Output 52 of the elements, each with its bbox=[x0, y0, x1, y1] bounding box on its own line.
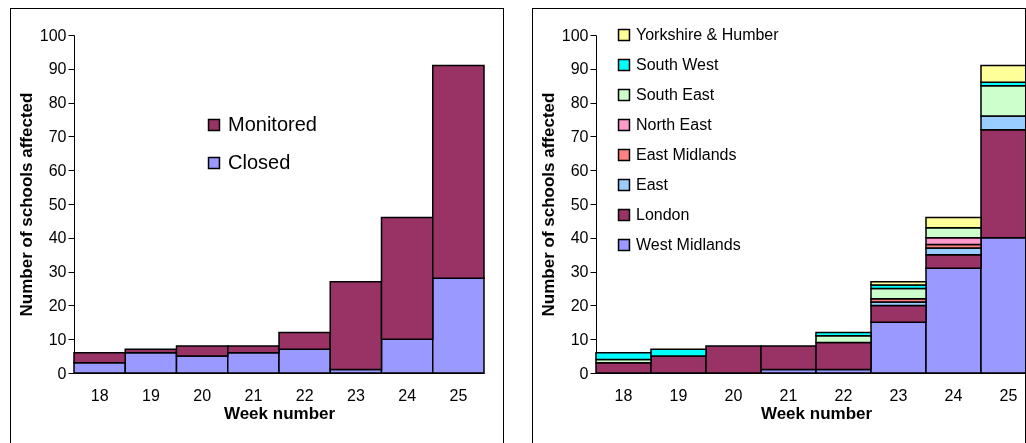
y-tick-label: 70 bbox=[48, 127, 67, 145]
x-tick-label: 19 bbox=[669, 386, 688, 404]
y-tick-label: 40 bbox=[570, 229, 589, 247]
y-tick-label: 60 bbox=[48, 161, 67, 179]
y-axis-title: Number of schools affected bbox=[538, 92, 558, 317]
y-tick-label: 20 bbox=[48, 296, 67, 314]
legend-label: East bbox=[636, 176, 669, 193]
y-tick-label: 50 bbox=[570, 195, 589, 213]
legend-label: East Midlands bbox=[636, 146, 737, 163]
x-tick-label: 19 bbox=[141, 386, 160, 404]
legend-label: South West bbox=[636, 56, 719, 73]
y-tick-label: 100 bbox=[561, 26, 589, 44]
x-axis-title: Week number bbox=[223, 403, 336, 423]
y-tick-label: 90 bbox=[570, 60, 589, 78]
y-tick-label: 100 bbox=[39, 26, 67, 44]
y-tick-label: 10 bbox=[48, 330, 67, 348]
y-tick-label: 30 bbox=[570, 263, 589, 281]
x-tick-label: 21 bbox=[244, 386, 263, 404]
y-tick-label: 50 bbox=[48, 195, 67, 213]
x-tick-label: 20 bbox=[724, 386, 743, 404]
y-tick-label: 80 bbox=[48, 94, 67, 112]
legend-label: Yorkshire & Humber bbox=[636, 26, 780, 43]
x-tick-label: 25 bbox=[449, 386, 468, 404]
legend-label: West Midlands bbox=[636, 236, 741, 253]
y-tick-label: 80 bbox=[570, 94, 589, 112]
x-tick-label: 22 bbox=[834, 386, 853, 404]
legend-label: North East bbox=[636, 116, 713, 133]
x-tick-label: 23 bbox=[346, 386, 365, 404]
y-tick-label: 10 bbox=[570, 330, 589, 348]
legend-label: Monitored bbox=[228, 113, 317, 135]
x-tick-label: 24 bbox=[944, 386, 963, 404]
x-tick-label: 22 bbox=[295, 386, 314, 404]
y-tick-label: 0 bbox=[57, 364, 67, 382]
y-tick-label: 0 bbox=[579, 364, 589, 382]
y-tick-label: 30 bbox=[48, 263, 67, 281]
legend-label: Closed bbox=[228, 151, 291, 173]
x-tick-label: 23 bbox=[889, 386, 908, 404]
y-axis-title: Number of schools affected bbox=[16, 92, 36, 317]
legend-label: South East bbox=[636, 86, 715, 103]
y-tick-label: 40 bbox=[48, 229, 67, 247]
x-tick-label: 21 bbox=[779, 386, 798, 404]
x-tick-label: 24 bbox=[398, 386, 417, 404]
x-axis-title: Week number bbox=[760, 403, 873, 423]
y-tick-label: 20 bbox=[570, 296, 589, 314]
y-tick-label: 70 bbox=[570, 127, 589, 145]
x-tick-label: 18 bbox=[614, 386, 633, 404]
x-tick-label: 20 bbox=[193, 386, 212, 404]
legend-label: London bbox=[636, 206, 690, 223]
y-tick-label: 60 bbox=[570, 161, 589, 179]
x-tick-label: 18 bbox=[90, 386, 109, 404]
x-tick-label: 25 bbox=[999, 386, 1018, 404]
y-tick-label: 90 bbox=[48, 60, 67, 78]
